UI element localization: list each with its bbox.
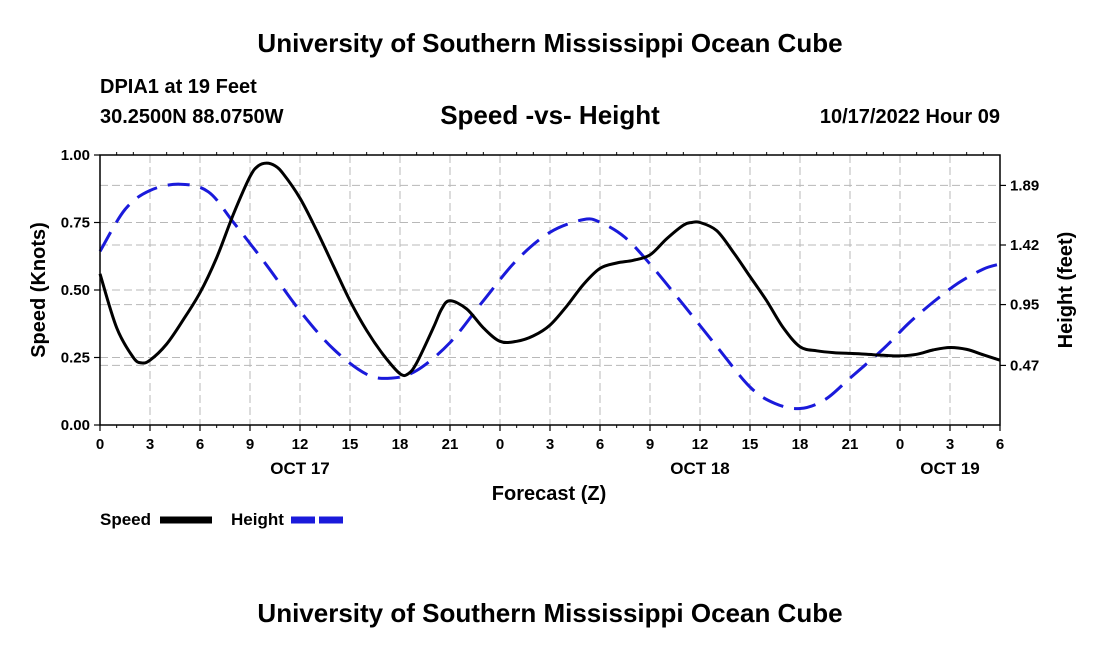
axes: 0 3 6 9 12 15 18 21 0 3 6 9 12 15 18 21 0 3 6 OCT 17 OCT 18 O…: [61, 147, 1039, 478]
coordinates-label: 30.2500N 88.0750W: [100, 106, 284, 128]
x-tick-label: 9: [646, 436, 654, 453]
x-tick-label: 18: [792, 436, 809, 453]
x-tick-label: 12: [292, 436, 309, 453]
y-tick-label: 0.25: [61, 350, 90, 367]
speed-series-line: [98, 161, 1001, 378]
x-tick-label: 9: [246, 436, 254, 453]
legend-height-label: Height: [231, 510, 284, 529]
y-tick-label: 1.00: [61, 147, 90, 164]
legend-speed-label: Speed: [100, 510, 151, 529]
x-tick-label: 6: [196, 436, 204, 453]
x-tick-label: 12: [692, 436, 709, 453]
x-axis-label: Forecast (Z): [492, 483, 606, 505]
datetime-label: 10/17/2022 Hour 09: [819, 106, 1000, 128]
x-tick-label: 3: [546, 436, 554, 453]
station-label: DPIA1 at 19 Feet: [100, 76, 257, 98]
date-label: OCT 18: [670, 459, 730, 478]
date-label: OCT 17: [270, 459, 330, 478]
x-tick-label: 15: [342, 436, 359, 453]
y2-axis-label: Height (feet): [1055, 232, 1077, 349]
x-tick-label: 6: [996, 436, 1004, 453]
y-tick-label: 0.00: [61, 417, 90, 434]
x-tick-label: 0: [96, 436, 104, 453]
date-label: OCT 19: [920, 459, 980, 478]
series-layer: [98, 161, 1001, 411]
x-tick-label: 18: [392, 436, 409, 453]
y2-tick-label: 0.47: [1010, 357, 1039, 374]
x-tick-label: 3: [946, 436, 954, 453]
x-tick-label: 21: [442, 436, 459, 453]
height-series-line: [98, 182, 1001, 411]
x-tick-label: 0: [496, 436, 504, 453]
x-tick-label: 6: [596, 436, 604, 453]
footer-title: University of Southern Mississippi Ocean…: [257, 598, 843, 628]
chart-subtitle: Speed -vs- Height: [440, 100, 660, 130]
x-tick-label: 15: [742, 436, 759, 453]
x-tick-label: 3: [146, 436, 154, 453]
y2-tick-label: 0.95: [1010, 297, 1039, 314]
y-tick-label: 0.50: [61, 282, 90, 299]
page-title: University of Southern Mississippi Ocean…: [257, 28, 843, 58]
y2-tick-label: 1.42: [1010, 237, 1039, 254]
x-tick-label: 21: [842, 436, 859, 453]
y-axis-label: Speed (Knots): [28, 222, 50, 358]
y-tick-label: 0.75: [61, 215, 90, 232]
grid: [100, 155, 1000, 425]
y2-tick-label: 1.89: [1010, 177, 1039, 194]
x-tick-label: 0: [896, 436, 904, 453]
